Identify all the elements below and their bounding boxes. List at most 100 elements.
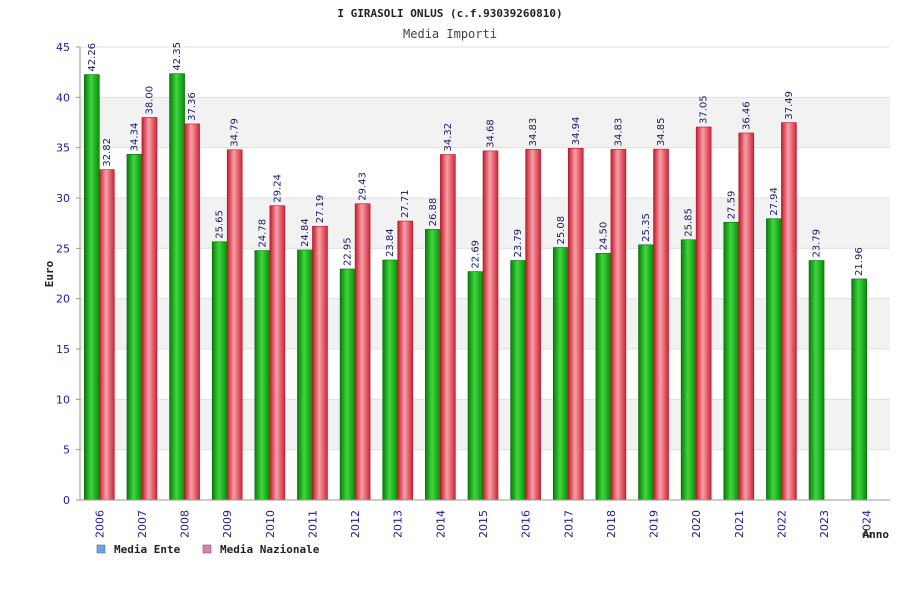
value-label-media-nazionale-2019: 34.85	[656, 118, 667, 147]
value-label-media-nazionale-2018: 34.83	[613, 118, 624, 147]
value-label-media-ente-2009: 25.65	[215, 210, 226, 239]
x-tick-label-2014: 2014	[434, 510, 447, 538]
x-tick-label-2011: 2011	[306, 510, 319, 538]
bar-media-nazionale-2017	[567, 147, 584, 501]
value-labels-group: 42.26 32.82 34.34 38.00 42.35 37.36 25.65 34.79…	[87, 42, 865, 276]
x-tick-label-2010: 2010	[264, 510, 277, 538]
x-tick-label-2022: 2022	[775, 510, 788, 538]
x-tick-label-2009: 2009	[221, 510, 234, 538]
value-label-media-ente-2016: 23.79	[513, 229, 524, 258]
value-label-media-ente-2024: 21.96	[854, 247, 865, 276]
y-tick-label: 40	[56, 91, 70, 104]
x-tick-label-2023: 2023	[818, 510, 831, 538]
bar-media-ente-2015	[467, 271, 484, 501]
bar-media-ente-2007	[126, 154, 143, 501]
value-label-media-ente-2023: 23.79	[812, 229, 823, 258]
value-label-media-ente-2020: 25.85	[684, 208, 695, 237]
plot-band	[80, 97, 890, 148]
value-label-media-nazionale-2020: 37.05	[699, 95, 710, 124]
bar-media-ente-2020	[680, 239, 697, 501]
value-label-media-nazionale-2017: 34.94	[571, 117, 582, 146]
value-label-media-nazionale-2006: 32.82	[102, 138, 113, 167]
bar-media-ente-2018	[595, 253, 612, 501]
bar-media-nazionale-2014	[440, 154, 456, 501]
bar-media-nazionale-2009	[226, 149, 243, 501]
value-label-media-ente-2008: 42.35	[172, 42, 183, 71]
y-tick-label: 45	[56, 41, 70, 54]
x-tick-label-2024: 2024	[861, 510, 874, 538]
bar-media-ente-2022	[766, 218, 782, 501]
bar-media-nazionale-2020	[695, 126, 712, 501]
bar-media-ente-2014	[425, 229, 441, 501]
x-tick-label-2012: 2012	[349, 510, 362, 538]
value-label-media-nazionale-2016: 34.83	[528, 118, 539, 147]
value-label-media-ente-2011: 24.84	[300, 218, 311, 247]
bar-media-nazionale-2008	[184, 123, 200, 501]
x-tick-label-2018: 2018	[605, 510, 618, 538]
value-label-media-ente-2014: 26.88	[428, 198, 439, 227]
chart-title: I GIRASOLI ONLUS (c.f.93039260810)	[337, 7, 562, 20]
value-label-media-nazionale-2012: 29.43	[358, 172, 369, 201]
bar-media-nazionale-2010	[269, 205, 286, 501]
value-label-media-nazionale-2014: 34.32	[443, 123, 454, 152]
y-tick-label: 0	[63, 494, 70, 507]
value-label-media-ente-2006: 42.26	[87, 43, 98, 72]
value-label-media-nazionale-2021: 36.46	[741, 101, 752, 130]
legend-swatch-media-ente	[96, 544, 106, 554]
value-label-media-ente-2021: 27.59	[726, 191, 737, 220]
bar-media-nazionale-2007	[141, 117, 158, 501]
x-tick-label-2020: 2020	[690, 510, 703, 538]
y-tick-label: 5	[63, 444, 70, 457]
bar-media-nazionale-2013	[397, 220, 414, 501]
bar-media-nazionale-2015	[482, 150, 499, 501]
chart-subtitle: Media Importi	[403, 27, 497, 41]
bar-media-ente-2009	[211, 241, 228, 501]
bar-media-nazionale-2006	[99, 169, 115, 501]
x-tick-label-2019: 2019	[648, 510, 661, 538]
bar-media-nazionale-2012	[354, 203, 371, 501]
bar-media-nazionale-2016	[525, 149, 541, 501]
value-label-media-ente-2019: 25.35	[641, 213, 652, 242]
x-tick-label-2007: 2007	[136, 510, 149, 538]
bar-media-nazionale-2019	[653, 148, 669, 501]
y-tick-label: 25	[56, 242, 70, 255]
bar-media-ente-2017	[552, 247, 569, 501]
x-tick-label-2015: 2015	[477, 510, 490, 538]
x-tick-label-2016: 2016	[520, 510, 533, 538]
y-tick-label: 30	[56, 192, 70, 205]
y-tick-label: 35	[56, 142, 70, 155]
y-axis-ticks: 0 5 10 15 20 25 30 35 40 45	[56, 41, 80, 507]
value-label-media-nazionale-2022: 37.49	[784, 91, 795, 120]
value-label-media-nazionale-2009: 34.79	[230, 118, 241, 147]
legend-label-media-ente: Media Ente	[114, 543, 181, 556]
bar-media-ente-2013	[382, 259, 399, 501]
value-label-media-nazionale-2010: 29.24	[272, 174, 283, 203]
y-tick-label: 10	[56, 393, 70, 406]
bar-media-ente-2024	[851, 278, 867, 501]
bar-media-nazionale-2021	[738, 132, 755, 501]
value-label-media-ente-2007: 34.34	[129, 123, 140, 152]
value-label-media-nazionale-2013: 27.71	[400, 189, 411, 218]
value-label-media-ente-2012: 22.95	[343, 237, 354, 266]
bar-media-ente-2010	[254, 250, 271, 501]
bar-media-ente-2021	[723, 221, 740, 501]
y-tick-label: 20	[56, 293, 70, 306]
value-label-media-nazionale-2007: 38.00	[144, 86, 155, 115]
bar-media-ente-2012	[339, 268, 356, 501]
value-label-media-ente-2015: 22.69	[471, 240, 482, 269]
value-label-media-ente-2018: 24.50	[598, 222, 609, 251]
bar-media-ente-2019	[638, 244, 654, 501]
bar-media-nazionale-2018	[610, 149, 627, 501]
value-label-media-ente-2013: 23.84	[385, 228, 396, 257]
bar-media-nazionale-2022	[781, 122, 797, 501]
y-axis-label: Euro	[43, 260, 56, 287]
value-label-media-nazionale-2015: 34.68	[486, 119, 497, 148]
bar-media-ente-2008	[169, 73, 185, 501]
x-axis-label: Anno	[863, 528, 890, 541]
value-label-media-ente-2017: 25.08	[556, 216, 567, 245]
x-tick-label-2008: 2008	[179, 510, 192, 538]
value-label-media-nazionale-2011: 27.19	[315, 195, 326, 224]
x-axis-ticks: 2006 2007 2008 2009 2010 2011 2012 2013 2014 2015…	[93, 510, 873, 538]
